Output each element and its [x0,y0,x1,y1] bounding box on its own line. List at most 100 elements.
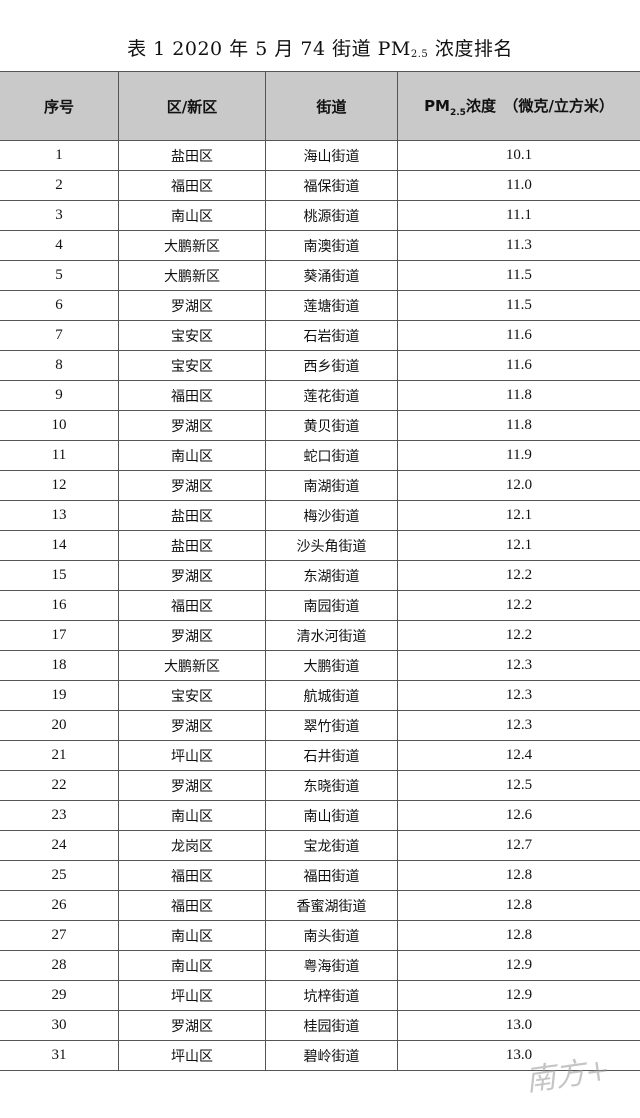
table-row: 26 福田区 香蜜湖街道 12.8 [0,890,640,921]
street-cell: 福保街道 [265,170,398,201]
pm25-cell: 12.3 [397,710,640,741]
district-cell: 坪山区 [118,1040,266,1071]
table-row: 21 坪山区 石井街道 12.4 [0,740,640,771]
pm25-cell: 11.6 [397,350,640,381]
pm25-cell: 12.9 [397,950,640,981]
pm25-cell: 12.4 [397,740,640,771]
rank-cell: 31 [0,1040,119,1071]
street-cell: 桃源街道 [265,200,398,231]
pm25-cell: 11.5 [397,290,640,321]
street-cell: 蛇口街道 [265,440,398,471]
table-row: 9 福田区 莲花街道 11.8 [0,380,640,411]
pm25-cell: 11.6 [397,320,640,351]
district-cell: 大鹏新区 [118,230,266,261]
street-cell: 莲塘街道 [265,290,398,321]
street-cell: 东晓街道 [265,770,398,801]
rank-cell: 5 [0,260,119,291]
pm25-cell: 12.3 [397,650,640,681]
district-cell: 盐田区 [118,500,266,531]
street-cell: 石岩街道 [265,320,398,351]
table-row: 2 福田区 福保街道 11.0 [0,170,640,201]
table-row: 6 罗湖区 莲塘街道 11.5 [0,290,640,321]
street-cell: 西乡街道 [265,350,398,381]
pm25-ranking-table: 序号 区/新区 街道 PM2.5浓度 （微克/立方米） 1 盐田区 海山街道 10.1… [0,71,640,1071]
pm25-cell: 13.0 [397,1040,640,1071]
district-cell: 罗湖区 [118,560,266,591]
rank-cell: 20 [0,710,119,741]
district-cell: 罗湖区 [118,710,266,741]
rank-cell: 27 [0,920,119,951]
rank-cell: 18 [0,650,119,681]
street-cell: 桂园街道 [265,1010,398,1041]
table-row: 5 大鹏新区 葵涌街道 11.5 [0,260,640,291]
table-title: 表 1 2020 年 5 月 74 街道 PM2.5 浓度排名 [0,34,640,61]
rank-cell: 26 [0,890,119,921]
street-cell: 南山街道 [265,800,398,831]
district-cell: 罗湖区 [118,290,266,321]
rank-cell: 11 [0,440,119,471]
street-cell: 黄贝街道 [265,410,398,441]
rank-cell: 16 [0,590,119,621]
street-cell: 梅沙街道 [265,500,398,531]
district-cell: 盐田区 [118,140,266,171]
table-row: 8 宝安区 西乡街道 11.6 [0,350,640,381]
district-cell: 坪山区 [118,980,266,1011]
pm25-cell: 12.3 [397,680,640,711]
street-cell: 莲花街道 [265,380,398,411]
district-cell: 盐田区 [118,530,266,561]
district-cell: 福田区 [118,590,266,621]
pm25-cell: 11.0 [397,170,640,201]
district-cell: 宝安区 [118,320,266,351]
table-row: 3 南山区 桃源街道 11.1 [0,200,640,231]
district-cell: 福田区 [118,890,266,921]
rank-cell: 12 [0,470,119,501]
title-text: 表 1 2020 年 5 月 74 街道 PM [127,38,411,60]
pm-label: PM [424,96,450,115]
rank-cell: 1 [0,140,119,171]
table-row: 15 罗湖区 东湖街道 12.2 [0,560,640,591]
table-row: 23 南山区 南山街道 12.6 [0,800,640,831]
district-cell: 南山区 [118,200,266,231]
rank-cell: 2 [0,170,119,201]
table-row: 31 坪山区 碧岭街道 13.0 [0,1040,640,1071]
street-cell: 南园街道 [265,590,398,621]
rank-cell: 7 [0,320,119,351]
rank-cell: 3 [0,200,119,231]
pm25-cell: 11.5 [397,260,640,291]
rank-cell: 25 [0,860,119,891]
table-row: 27 南山区 南头街道 12.8 [0,920,640,951]
pm25-cell: 12.1 [397,530,640,561]
district-cell: 福田区 [118,380,266,411]
district-cell: 罗湖区 [118,770,266,801]
pm25-cell: 11.3 [397,230,640,261]
rank-cell: 13 [0,500,119,531]
pm25-cell: 12.8 [397,890,640,921]
rank-cell: 22 [0,770,119,801]
district-cell: 罗湖区 [118,620,266,651]
table-row: 19 宝安区 航城街道 12.3 [0,680,640,711]
rank-cell: 30 [0,1010,119,1041]
district-cell: 宝安区 [118,680,266,711]
district-cell: 南山区 [118,800,266,831]
table-row: 30 罗湖区 桂园街道 13.0 [0,1010,640,1041]
rank-cell: 14 [0,530,119,561]
pm25-cell: 13.0 [397,1010,640,1041]
rank-cell: 9 [0,380,119,411]
street-cell: 南澳街道 [265,230,398,261]
table-row: 1 盐田区 海山街道 10.1 [0,140,640,171]
rank-cell: 24 [0,830,119,861]
col-street: 街道 [265,71,398,141]
table-row: 13 盐田区 梅沙街道 12.1 [0,500,640,531]
header-row: 序号 区/新区 街道 PM2.5浓度 （微克/立方米） [0,71,640,141]
district-cell: 宝安区 [118,350,266,381]
district-cell: 大鹏新区 [118,650,266,681]
pm25-cell: 12.8 [397,860,640,891]
table-row: 25 福田区 福田街道 12.8 [0,860,640,891]
district-cell: 罗湖区 [118,470,266,501]
pm25-cell: 12.2 [397,560,640,591]
title-subscript: 2.5 [410,49,429,60]
street-cell: 坑梓街道 [265,980,398,1011]
district-cell: 罗湖区 [118,1010,266,1041]
pm-subscript: 2.5 [449,107,466,118]
street-cell: 香蜜湖街道 [265,890,398,921]
